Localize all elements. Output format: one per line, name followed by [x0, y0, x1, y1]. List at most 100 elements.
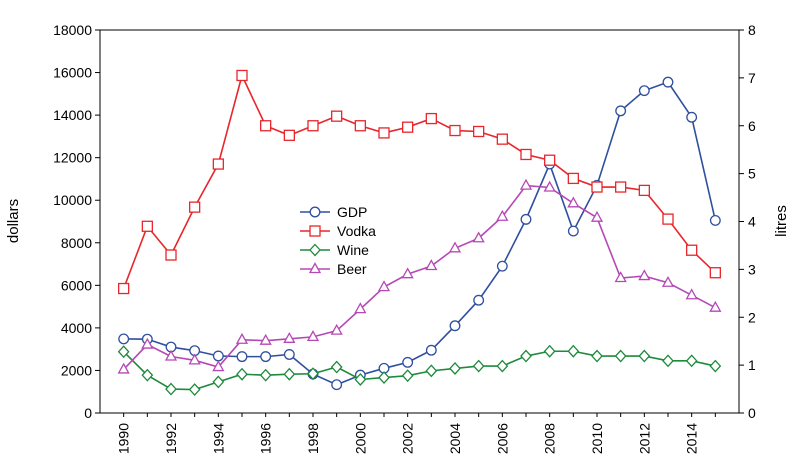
gdp-point: [662, 76, 674, 88]
y-right-tick-label: 8: [748, 22, 756, 38]
vodka-point: [638, 184, 650, 197]
beer-point: [543, 180, 556, 192]
beer-point: [117, 362, 130, 374]
vodka-point: [662, 213, 674, 225]
vodka-point: [283, 129, 295, 141]
y-left-tick-label: 12000: [53, 150, 92, 166]
axis-ticks: 0200040006000800010000120001400016000180…: [53, 22, 756, 454]
x-tick-label: 1996: [258, 423, 274, 454]
beer-point: [590, 210, 604, 222]
legend-gdp-marker: [309, 206, 321, 218]
beer-point: [354, 302, 367, 314]
legend: GDP Vodka Wine Beer: [300, 204, 376, 277]
gdp-point: [520, 213, 532, 225]
beer-point: [283, 331, 296, 343]
gdp-point: [331, 379, 343, 391]
legend-beer-marker: [308, 262, 322, 274]
gdp-point: [638, 85, 650, 97]
beer-point: [306, 330, 320, 342]
x-tick-label: 1992: [163, 423, 179, 454]
vodka-point: [591, 181, 603, 193]
gdp-point: [686, 111, 698, 123]
x-tick-label: 2008: [542, 423, 558, 454]
legend-wine-marker: [309, 243, 321, 257]
beer-point: [448, 241, 462, 253]
beer-point: [519, 178, 533, 190]
y-left-tick-label: 10000: [53, 192, 92, 208]
wine-point: [543, 344, 556, 358]
gdp-point: [212, 350, 224, 362]
gdp-line: [123, 81, 717, 386]
gdp-point: [567, 225, 579, 237]
legend-vodka-marker: [309, 225, 321, 237]
gdp-point: [425, 344, 437, 356]
beer-point: [614, 271, 627, 283]
wine-point: [496, 359, 509, 373]
legend-vodka-label: Vodka: [337, 223, 376, 239]
vodka-point: [520, 148, 532, 161]
x-tick-label: 1998: [305, 423, 321, 454]
y-right-tick-label: 6: [748, 118, 756, 134]
y-right-tick-label: 2: [748, 309, 756, 325]
vodka-point: [165, 249, 177, 261]
vodka-point: [496, 133, 508, 145]
wine-point: [307, 367, 319, 381]
gdp-point: [473, 294, 485, 306]
y-left-tick-label: 4000: [61, 320, 92, 336]
legend-beer-label: Beer: [337, 261, 367, 277]
vodka-point: [402, 121, 414, 133]
wine-point: [567, 344, 580, 358]
wine-point: [378, 371, 390, 385]
wine-point: [401, 369, 414, 383]
wine-point: [259, 368, 272, 382]
vodka-point: [473, 125, 485, 138]
wine-point: [662, 354, 674, 368]
gdp-point: [402, 356, 414, 368]
wine-point: [709, 359, 722, 373]
vodka-line: [122, 73, 716, 289]
x-tick-label: 2012: [636, 423, 652, 454]
vodka-point: [449, 124, 461, 137]
vodka-point: [615, 181, 627, 193]
beer-point: [188, 353, 201, 365]
vodka-point: [425, 112, 437, 125]
vodka-point: [260, 120, 272, 132]
wine-point: [283, 367, 296, 381]
wine-point: [520, 349, 532, 363]
wine-point: [449, 362, 461, 375]
y-axis-right-title: litres: [773, 205, 790, 237]
y-right-tick-label: 5: [748, 166, 756, 182]
wine-point: [638, 349, 651, 363]
beer-point: [212, 360, 225, 372]
series-beer: [117, 178, 722, 374]
wine-point: [165, 382, 177, 396]
gdp-point: [283, 349, 295, 360]
vodka-point: [544, 154, 556, 166]
vodka-point: [354, 120, 366, 132]
beer-point: [496, 209, 509, 221]
wine-point: [117, 345, 130, 359]
beer-point: [235, 332, 249, 344]
wine-point: [472, 359, 485, 373]
y-left-tick-label: 16000: [53, 65, 92, 81]
y-left-tick-label: 6000: [61, 277, 92, 293]
x-tick-label: 1990: [116, 423, 132, 454]
beer-point: [401, 267, 414, 279]
x-tick-label: 2006: [494, 423, 510, 454]
wine-point: [236, 367, 248, 381]
vodka-point: [307, 120, 319, 132]
legend-wine-label: Wine: [337, 242, 369, 258]
vodka-point: [378, 127, 390, 139]
wine-point: [591, 349, 603, 363]
x-tick-label: 2000: [352, 423, 368, 454]
x-tick-label: 2014: [684, 423, 700, 454]
vodka-point: [118, 282, 130, 295]
series-vodka: [118, 69, 721, 295]
y-right-tick-label: 1: [748, 357, 756, 373]
y-left-tick-label: 2000: [61, 362, 92, 378]
beer-point: [567, 196, 580, 208]
y-right-tick-label: 7: [748, 70, 756, 86]
vodka-point: [567, 172, 579, 185]
vodka-point: [331, 110, 343, 122]
